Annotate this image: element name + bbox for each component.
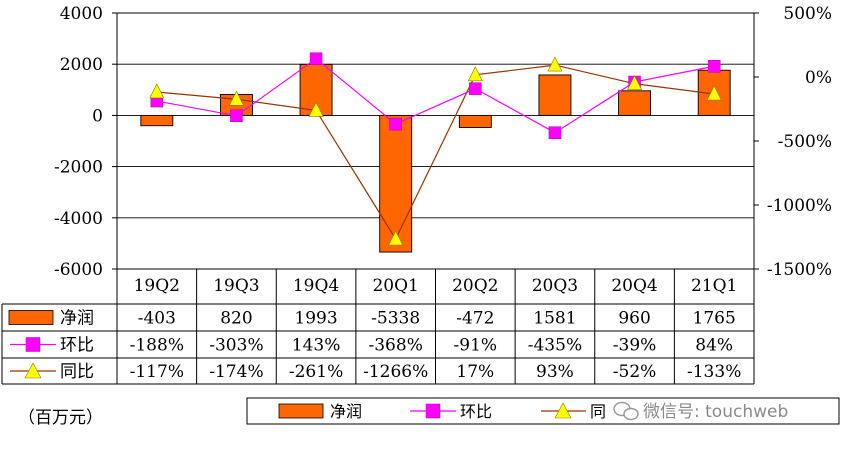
table-cell: -472 (456, 309, 494, 329)
yoy-point (149, 83, 165, 99)
legend-triangle-marker (554, 402, 572, 419)
left-tick-label: -4000 (54, 209, 103, 229)
qoq-point (469, 82, 482, 95)
table-cell: -133% (687, 362, 741, 382)
wechat-icon (613, 401, 639, 421)
bar (618, 90, 652, 116)
table-cell: -303% (209, 336, 263, 356)
plot-area (116, 12, 755, 270)
watermark-bg (605, 400, 837, 422)
qoq-point (230, 109, 243, 123)
category-label: 19Q4 (293, 276, 339, 296)
table-cell: 1581 (533, 309, 576, 329)
table-cell: -5338 (371, 309, 420, 329)
right-tick-label: 0% (805, 68, 832, 88)
bar (458, 114, 492, 128)
table-cell: -261% (289, 362, 343, 382)
qoq-point (548, 126, 562, 139)
yoy-point (627, 74, 643, 90)
table-cell: -39% (613, 336, 657, 356)
left-tick-label: -6000 (54, 260, 103, 280)
table-cell: 1765 (693, 309, 736, 329)
category-label: 20Q1 (372, 276, 418, 296)
table-cell: 143% (292, 336, 341, 356)
table-cell: -188% (130, 336, 184, 356)
row-key-bar (8, 310, 54, 325)
qoq-point (309, 52, 323, 65)
legend-label-qoq: 环比 (460, 402, 492, 421)
table-cell: -1266% (363, 362, 428, 382)
left-tick-label: 2000 (60, 55, 103, 75)
legend-square-marker (425, 403, 441, 419)
row-header-yoy: 同比 (60, 362, 94, 382)
category-label: 20Q4 (611, 276, 657, 296)
qoq-line (156, 57, 715, 134)
table-cell: -117% (130, 362, 184, 382)
watermark: 微信号: touchweb (605, 400, 837, 422)
table-cell: 1993 (294, 309, 337, 329)
table-cell: -368% (369, 336, 423, 356)
table-cell: 17% (456, 362, 494, 382)
category-label: 20Q2 (452, 276, 498, 296)
yoy-point (228, 90, 244, 106)
category-label: 19Q2 (134, 276, 180, 296)
yoy-point (388, 230, 404, 246)
table-cell: -174% (209, 362, 263, 382)
left-tick-label: 4000 (60, 4, 103, 24)
right-tick-label: -1500% (767, 260, 832, 280)
row-header-netprofit: 净润 (60, 309, 94, 329)
category-label: 19Q3 (213, 276, 259, 296)
legend-label-netprofit: 净润 (330, 402, 362, 421)
table-cell: -403 (138, 309, 176, 329)
category-label: 20Q3 (532, 276, 578, 296)
right-tick-label: -1000% (767, 196, 832, 216)
line-series (149, 52, 722, 246)
table-cell: -91% (454, 336, 498, 356)
unit-label: （百万元） (18, 408, 103, 428)
yoy-point (706, 85, 722, 101)
row-key-triangle (24, 362, 42, 379)
table-cell: -435% (528, 336, 582, 356)
bar (140, 114, 174, 127)
yoy-point (467, 66, 483, 82)
axes: 4000 2000 0 -2000 -4000 -6000 500% 0% -500% -1000… (54, 4, 832, 280)
category-label: 21Q1 (691, 276, 737, 296)
row-key-square (25, 337, 41, 352)
table-cell: 93% (536, 362, 574, 382)
yoy-point (308, 101, 324, 117)
legend-bar-swatch (278, 403, 324, 419)
yoy-line (156, 64, 715, 241)
table-cell: -52% (613, 362, 657, 382)
right-tick-label: -500% (778, 132, 832, 152)
plot-border (116, 12, 755, 270)
bar (379, 114, 413, 253)
right-tick-label: 500% (783, 4, 832, 24)
qoq-point (707, 59, 721, 73)
row-header-qoq: 环比 (60, 336, 94, 356)
left-tick-label: 0 (92, 106, 103, 126)
left-tick-label: -2000 (54, 158, 103, 178)
watermark-text: 微信号: touchweb (643, 402, 788, 422)
table-cell: 820 (220, 309, 252, 329)
bar (538, 74, 572, 116)
table-cell: 960 (618, 309, 650, 329)
table-cell: 84% (695, 336, 733, 356)
yoy-point (547, 56, 563, 72)
qoq-point (389, 117, 402, 131)
